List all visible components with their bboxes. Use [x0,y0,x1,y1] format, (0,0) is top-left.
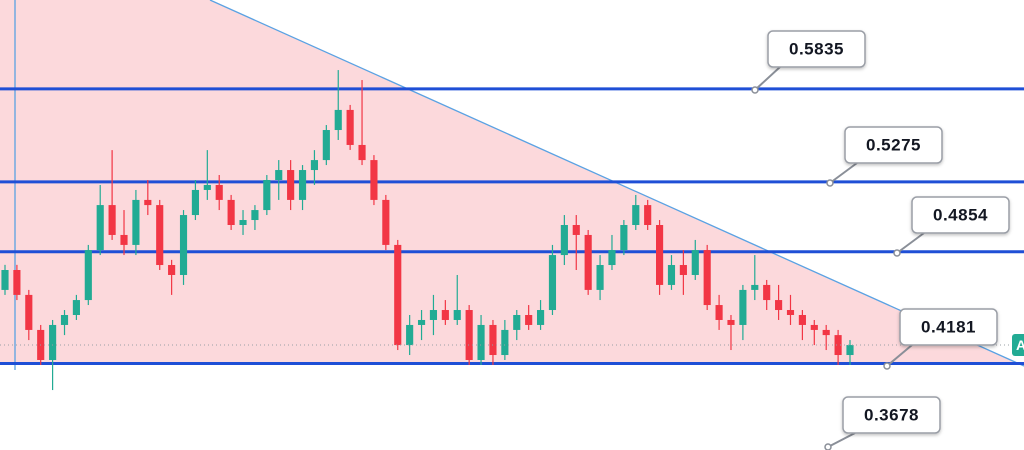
candle-body [417,319,426,325]
candle-body [156,205,164,266]
tag-connector [829,162,858,184]
price-tag-box [1012,334,1024,357]
candle-body [168,265,176,275]
levels [0,87,1024,365]
candle-body [203,184,211,190]
tag-box [842,396,941,434]
candle-body [322,130,330,161]
candle-body [453,310,461,320]
candle-body [465,310,473,360]
candle-body [727,319,735,325]
candle-body [679,265,687,275]
candle-body [179,215,188,275]
candle-body [763,284,771,301]
candle-body [49,324,57,360]
candle-body [608,250,616,266]
candle-body [751,284,759,290]
tag-connector [886,344,913,367]
candle-body [334,109,342,131]
candle-body [358,144,366,161]
candle-body [72,300,80,315]
candle-body [429,310,438,320]
tag-box [899,308,998,346]
candle-body [382,199,390,245]
candle-body [846,345,854,356]
candle-body [560,225,568,256]
candle-body [525,315,533,325]
level-label: 0.5275 [866,135,921,154]
candle-body [572,225,580,235]
candle-body [822,329,830,336]
candle-body [667,265,676,285]
candle-body [632,205,640,225]
level-label: 0.4854 [933,205,988,224]
candle-body [144,199,152,206]
candle-body [215,184,223,200]
candle-body [1,270,9,290]
candle-body [346,109,354,145]
level-label: 0.3678 [864,405,919,424]
candle-body [298,170,307,200]
tag-box [767,30,866,68]
candle-body [798,315,806,325]
candle-body [310,160,319,171]
candle-body [739,289,747,325]
candle-body [548,255,557,311]
candle-body [370,160,378,200]
tag-anchor [826,179,834,187]
tag-anchor [824,443,832,450]
candle-body [108,205,116,235]
candle-body [584,234,592,290]
candle-body [810,324,818,330]
candle-body [227,199,235,225]
candle-body [477,324,485,360]
candle-body [275,170,283,180]
candle-body [656,225,664,285]
candle-body [834,335,842,356]
candles [0,70,1024,391]
tag-connector [754,66,781,91]
candle-body [25,294,33,330]
candle-body [96,205,104,251]
candle-body [620,225,628,251]
level-label: 0.5835 [789,39,844,58]
candle-body [501,329,509,356]
candle-body [489,324,497,356]
tag-connector [896,232,925,254]
candle-body [691,250,699,275]
candle-body [644,205,652,225]
candle-body [287,170,295,200]
candle-body [513,315,521,330]
price-tag-text: A [1016,337,1024,353]
candle-body [394,244,402,346]
candle-body [263,180,271,211]
candle-body [786,310,795,315]
candle-body [775,300,783,311]
tag-box [844,126,943,164]
tag-anchor [883,362,891,370]
tag-anchor [751,86,759,94]
candle-body [406,324,414,346]
tags: 0.5835 0.5275 0.4854 0.4181 0.3678 A [751,30,1024,450]
candle-body [13,270,21,295]
candle-body [191,189,199,216]
candle-body [132,199,140,245]
tag-connector [827,432,856,448]
tag-anchor [893,249,901,257]
candle-body [120,234,128,245]
candle-body [251,210,259,221]
candle-body [239,220,247,225]
tag-box [911,196,1010,234]
candle-body [441,310,449,320]
candle-body [60,315,69,325]
candle-body [536,310,545,325]
candle-body [84,250,92,301]
candle-body [596,265,604,290]
level-label: 0.4181 [921,317,976,336]
candle-body [703,250,711,306]
candle-body [715,305,723,320]
